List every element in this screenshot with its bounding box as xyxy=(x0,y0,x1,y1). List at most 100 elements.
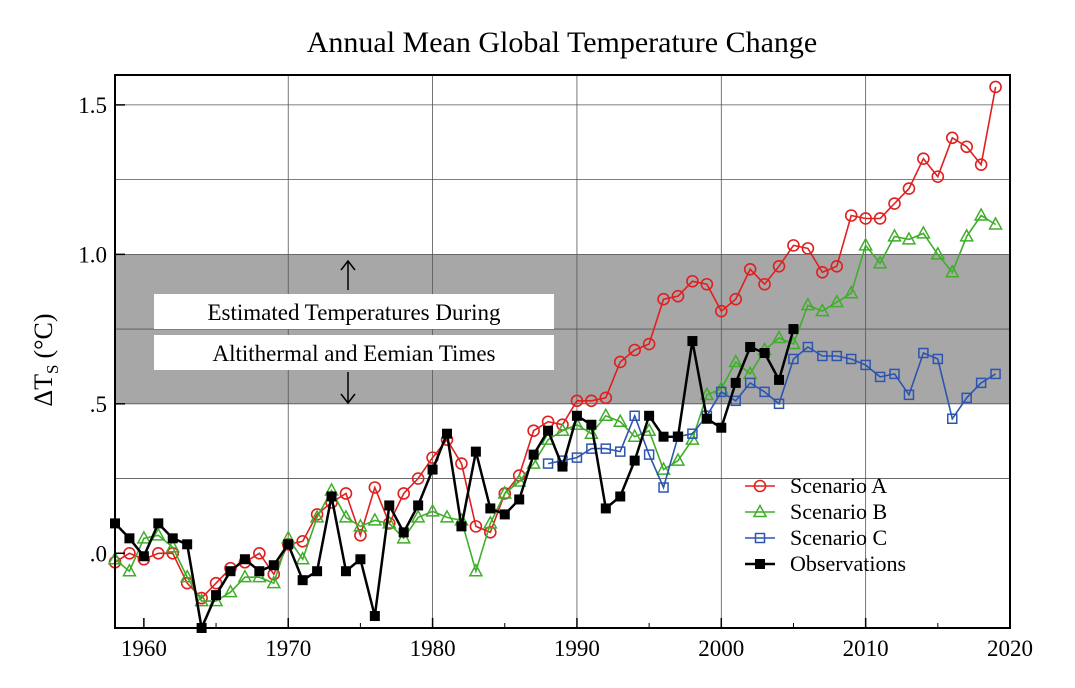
legend-item: Scenario C xyxy=(745,525,887,550)
data-point xyxy=(571,410,582,421)
data-point xyxy=(947,413,958,425)
legend-item: Observations xyxy=(745,551,906,576)
legend-marker xyxy=(753,479,767,493)
data-point xyxy=(470,446,481,457)
x-tick-label: 2000 xyxy=(698,636,744,661)
data-point xyxy=(571,452,583,463)
data-point xyxy=(122,563,137,577)
series-line xyxy=(547,346,997,490)
legend-marker xyxy=(755,559,765,569)
data-point xyxy=(714,304,728,318)
data-point xyxy=(627,428,642,442)
data-point xyxy=(644,410,655,421)
data-point xyxy=(959,228,974,242)
data-point xyxy=(774,374,785,385)
data-point xyxy=(845,353,857,365)
data-point xyxy=(413,500,424,511)
data-point xyxy=(699,386,715,401)
data-point xyxy=(614,446,626,457)
band-label-background-1 xyxy=(154,294,554,329)
data-point xyxy=(730,377,741,388)
data-point xyxy=(528,449,539,460)
data-point xyxy=(585,394,598,408)
data-point xyxy=(456,521,467,532)
data-point xyxy=(253,546,266,560)
data-point xyxy=(138,551,149,562)
data-point xyxy=(701,413,712,424)
data-point xyxy=(354,529,367,542)
data-point xyxy=(989,80,1002,94)
data-point xyxy=(167,533,178,544)
data-point xyxy=(297,575,308,586)
data-point xyxy=(598,407,614,422)
data-point xyxy=(600,503,611,514)
data-point xyxy=(887,228,902,242)
data-point xyxy=(829,294,845,308)
data-point xyxy=(555,422,570,436)
data-point xyxy=(628,343,641,357)
data-point xyxy=(641,422,657,436)
data-point xyxy=(700,277,714,291)
data-point xyxy=(817,350,828,362)
data-point xyxy=(759,386,770,398)
data-point xyxy=(687,336,698,347)
data-point xyxy=(211,590,222,601)
data-point xyxy=(759,347,770,358)
data-point xyxy=(643,449,655,460)
data-point xyxy=(945,131,959,145)
data-point xyxy=(716,386,727,398)
data-point xyxy=(858,237,873,251)
data-point xyxy=(990,368,1001,380)
data-point xyxy=(124,533,135,544)
data-point xyxy=(788,324,799,335)
data-point xyxy=(369,611,380,622)
data-point xyxy=(745,342,756,353)
data-point xyxy=(613,355,627,369)
data-point xyxy=(586,419,597,430)
data-point xyxy=(843,285,859,299)
data-point xyxy=(427,464,438,475)
data-point xyxy=(773,398,785,410)
data-point xyxy=(355,554,366,565)
data-point xyxy=(326,491,337,502)
data-point xyxy=(182,539,193,550)
data-point xyxy=(916,225,931,239)
data-point xyxy=(901,231,917,245)
data-point xyxy=(514,494,525,505)
data-point xyxy=(153,518,164,529)
data-point xyxy=(439,509,455,523)
x-axis-ticks: 1960 1970 1980 1990 2000 2010 2020 xyxy=(121,618,1033,661)
y-axis-label: ΔTS (°C) xyxy=(29,313,62,406)
plot-frame xyxy=(114,74,1011,629)
data-point xyxy=(931,170,945,183)
data-point xyxy=(872,255,888,269)
data-point xyxy=(671,289,685,303)
data-point xyxy=(873,212,887,225)
data-point xyxy=(570,394,584,408)
data-point xyxy=(687,428,698,439)
data-point xyxy=(442,428,453,439)
legend-marker xyxy=(754,532,766,544)
legend-item: Scenario A xyxy=(745,473,887,498)
data-point xyxy=(151,527,166,541)
data-point xyxy=(542,458,554,469)
data-point xyxy=(917,152,930,165)
data-point xyxy=(485,503,496,514)
data-point xyxy=(658,431,669,442)
data-point xyxy=(629,455,640,466)
data-point xyxy=(815,303,830,317)
data-point xyxy=(973,207,989,221)
y-axis-label-unit: (°C) xyxy=(29,313,58,358)
data-point xyxy=(511,473,527,487)
data-point xyxy=(543,425,554,436)
data-point xyxy=(497,485,513,499)
data-point xyxy=(670,452,686,466)
data-point xyxy=(903,389,915,401)
data-point xyxy=(425,503,440,517)
data-point xyxy=(788,353,799,365)
data-point xyxy=(239,554,250,565)
band-label: Estimated Temperatures During Altitherma… xyxy=(154,259,554,405)
band-label-background-2 xyxy=(154,335,554,370)
